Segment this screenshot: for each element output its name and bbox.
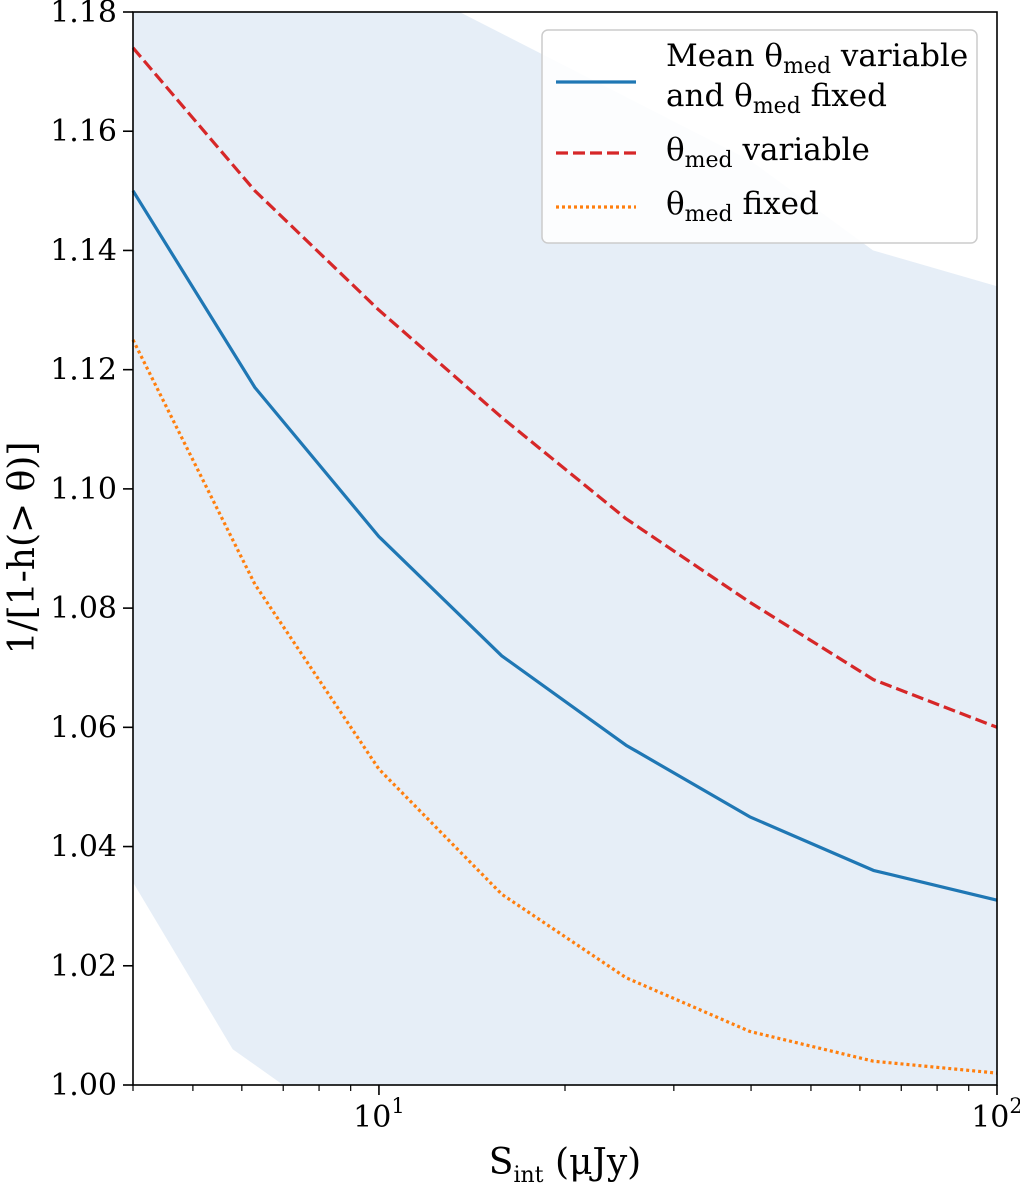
legend: Mean θmed variable and θmed fixed θmed v…: [541, 29, 978, 244]
y-tick-label: 1.00: [50, 1068, 117, 1103]
y-tick-label: 1.18: [50, 0, 117, 30]
legend-label-mean-line2: and θmed fixed: [666, 78, 887, 119]
y-axis: 1.00 1.02 1.04 1.06 1.08 1.10 1.12 1.14 1.16 1.18: [50, 0, 133, 1103]
x-axis-label: Sint (μJy): [489, 1142, 641, 1184]
y-tick-label: 1.12: [50, 353, 117, 388]
x-tick-label: 101: [353, 1094, 405, 1135]
series-line-2: [131, 339, 998, 1075]
series-layer: [131, 46, 998, 1075]
y-axis-label: 1/[1-h(> θ)]: [2, 442, 43, 655]
x-tick-label: 102: [971, 1094, 1020, 1135]
legend-box: [541, 29, 978, 244]
y-tick-label: 1.08: [50, 591, 117, 626]
legend-label-fixed: θmed fixed: [666, 186, 819, 227]
series-line-0: [131, 189, 998, 902]
legend-label-variable: θmed variable: [666, 132, 870, 173]
series-line-1: [131, 46, 998, 729]
y-tick-label: 1.02: [50, 949, 117, 984]
y-tick-label: 1.04: [50, 830, 117, 865]
y-tick-label: 1.16: [50, 114, 117, 149]
plot-area: [131, 11, 998, 1086]
y-tick-label: 1.06: [50, 710, 117, 745]
x-axis: 101 102: [132, 1085, 1020, 1135]
legend-label-mean-line1: Mean θmed variable: [666, 38, 968, 79]
y-tick-label: 1.14: [50, 233, 117, 268]
y-tick-label: 1.10: [50, 472, 117, 507]
